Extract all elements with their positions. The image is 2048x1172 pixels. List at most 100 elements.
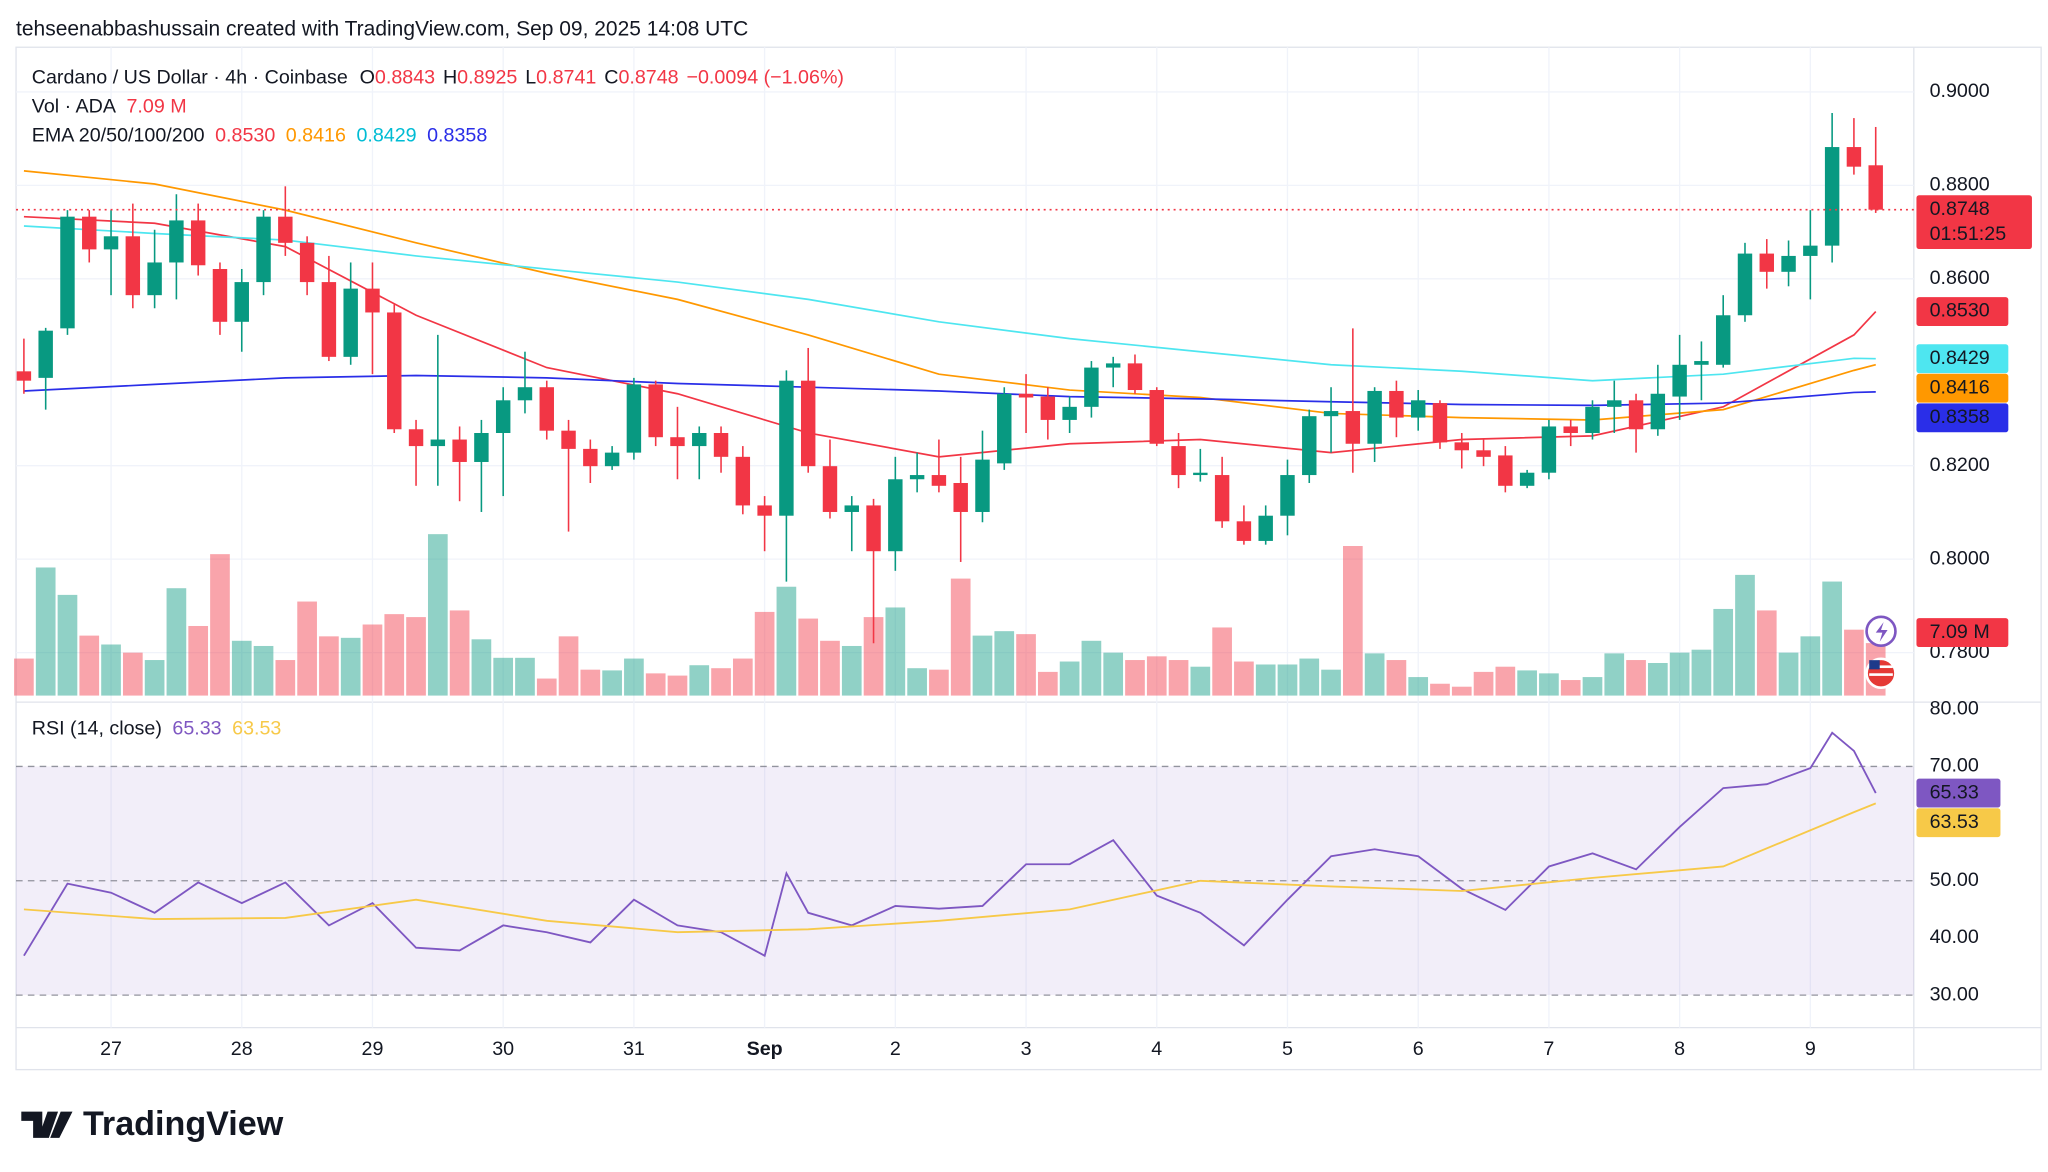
candle-body [1650,393,1666,430]
volume-bar [1146,656,1167,696]
x-tick-label: 8 [1674,1038,1685,1060]
volume-bar [515,657,535,696]
candle-body [866,505,881,552]
volume-badge [1916,618,2009,648]
candle-body [1062,406,1077,420]
candle-body [1607,400,1622,407]
x-tick-label: 2 [890,1038,901,1060]
volume-bar [340,637,361,696]
candle-body [1367,390,1382,444]
symbol-title: Cardano / US Dollar · 4h · Coinbase [32,67,348,89]
x-tick-label: Sep [747,1038,783,1060]
change: −0.0094 (−1.06%) [687,67,845,89]
candle-body [452,439,467,462]
candle-body [365,288,380,313]
candle-body [299,242,315,283]
volume-bar [732,658,753,696]
volume-bar [14,658,34,696]
candle-body [1149,390,1164,444]
y-tick-label: 0.8800 [1930,174,1990,196]
ema-badge [1916,297,2009,326]
volume-bar [820,640,840,696]
rsi-badge-value: 65.33 [1930,781,1979,803]
candle-body [626,384,642,453]
rsi-line [23,802,1877,934]
ema-badge-value: 0.8416 [1930,376,1990,398]
candle-body [1084,367,1099,407]
candle-body [800,380,816,467]
price-badge [1916,195,2032,250]
volume-title: Vol · ADA [32,96,117,118]
y-tick-label: 0.8600 [1930,267,1990,289]
volume-bar [1778,652,1799,696]
candle-body [757,505,772,516]
candle-body [1803,245,1818,256]
candle-body [495,400,511,434]
ema-badge [1916,403,2009,433]
volume-bar [558,636,579,696]
logo: TradingView [21,1105,284,1143]
volume-bar [776,586,797,696]
candle-body [1868,165,1883,210]
volume-bar [406,617,426,696]
x-tick-label: 3 [1021,1038,1032,1060]
alert-bolt [1875,622,1888,642]
volume-bar [1560,680,1581,696]
volume-bar [841,645,862,696]
volume-bar [929,669,949,696]
volume-bar [1800,636,1821,696]
candle-body [735,456,751,506]
candle-body [190,220,206,266]
candle-body [561,430,576,449]
marks-layer [14,112,1914,958]
candle-body [1040,396,1056,420]
x-tick-label: 4 [1151,1038,1162,1060]
logo-icon [21,1111,73,1138]
ohlc-key: L [525,67,536,89]
volume-bar [580,669,601,696]
price-legend: Cardano / US Dollar · 4h · Coinbase O0.88… [32,67,844,89]
volume-bar [1081,640,1102,696]
candle-body [1018,393,1034,398]
candle-body [692,433,707,447]
volume-bar [994,631,1015,696]
volume-bar [79,635,100,696]
volume-bar [624,658,644,696]
volume-bar [798,618,819,696]
candle-body [1127,363,1143,391]
candle-body [387,312,402,430]
ema-badge-value: 0.8530 [1930,300,1990,322]
candle-body [997,393,1012,464]
candle-body [670,437,685,447]
rsi-ma-value: 63.53 [232,718,281,740]
volume-bar [1168,660,1189,696]
volume-bar [1517,670,1537,696]
volume-bar [319,636,339,696]
volume-bar [188,625,209,696]
candle-body [1389,390,1404,418]
pane-icons [1865,615,1897,690]
x-tick-label: 28 [231,1038,253,1060]
candle-body [1214,475,1230,522]
volume-bar [1255,664,1276,696]
candle-body [1454,442,1469,451]
volume-bar [1626,660,1646,696]
candle-body [1672,364,1687,397]
volume-bar [1844,629,1864,696]
price-badge-countdown: 01:51:25 [1930,223,2007,245]
volume-bar [57,594,78,696]
volume-bar [144,660,165,696]
x-tick-label: 9 [1805,1038,1816,1060]
ema-badge-value: 0.8358 [1930,406,1990,428]
candle-body [1432,403,1448,443]
volume-bar [1735,574,1755,696]
candle-body [583,448,598,467]
ema-badge-value: 0.8429 [1930,347,1990,369]
candle-body [1563,426,1578,434]
ema-badge [1916,344,2009,374]
candle-body [1498,455,1513,486]
ema-title: EMA 20/50/100/200 [32,125,205,147]
volume-bar [1234,661,1254,696]
volume-value: 7.09 M [127,96,187,118]
